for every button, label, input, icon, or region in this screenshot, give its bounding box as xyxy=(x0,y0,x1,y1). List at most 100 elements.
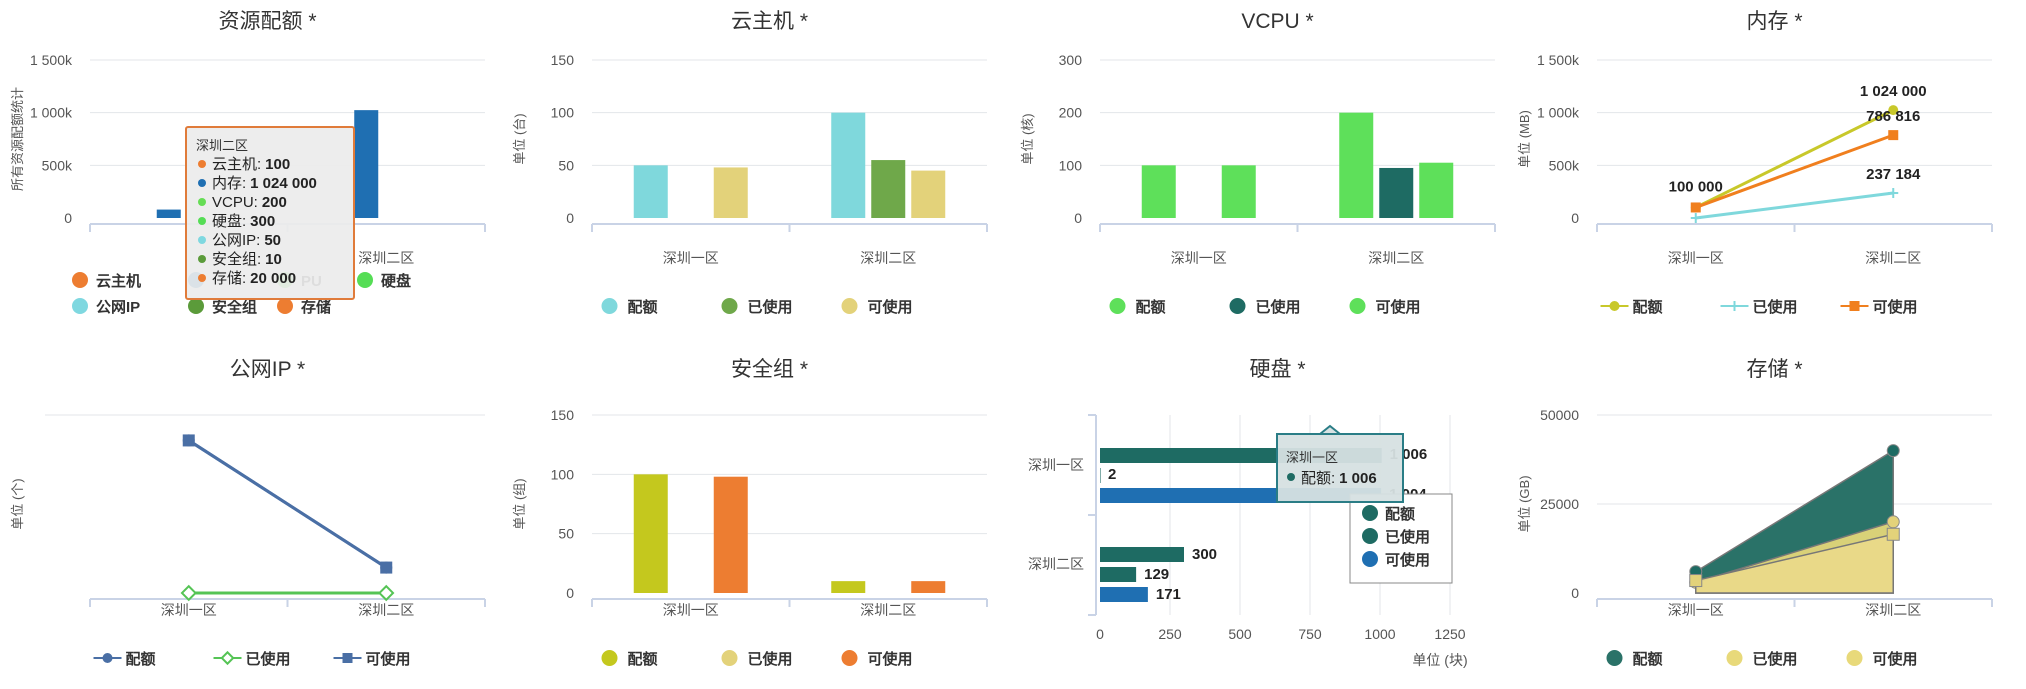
legend-item: 已使用 xyxy=(1720,298,1798,316)
chart-title: 存储 * xyxy=(1746,358,1802,381)
legend-marker xyxy=(1726,650,1743,666)
legend-marker xyxy=(1609,301,1620,311)
data-point xyxy=(180,584,197,602)
legend-label: 可使用 xyxy=(1873,650,1918,668)
legend-item: 存储 xyxy=(277,298,331,316)
legend-marker xyxy=(188,298,204,314)
legend-item: 配额 xyxy=(93,650,156,668)
y-tick-label: 100 xyxy=(1059,157,1083,173)
legend-marker xyxy=(841,650,858,666)
y-tick-label: 500k xyxy=(42,157,73,173)
category-label: 深圳二区 xyxy=(860,602,916,618)
legend-marker xyxy=(1229,298,1246,314)
tooltip-row: 公网IP: 50 xyxy=(212,232,281,249)
legend-label: 已使用 xyxy=(1753,298,1798,316)
legend-marker xyxy=(1362,505,1378,521)
tooltip-dot xyxy=(198,236,206,244)
legend-item: 配额 xyxy=(601,298,658,316)
legend-marker xyxy=(601,298,618,314)
tooltip-row-label: 配额: xyxy=(1301,470,1335,487)
legend-item: 已使用 xyxy=(1229,298,1301,316)
legend-marker xyxy=(1849,301,1860,311)
tooltip-row: VCPU: 200 xyxy=(212,194,287,211)
tooltip-title: 深圳一区 xyxy=(1286,450,1338,465)
legend-label: 可使用 xyxy=(868,298,913,316)
tooltip-row: 云主机: 100 xyxy=(212,156,290,173)
bar xyxy=(1100,547,1184,562)
series-line xyxy=(1695,191,1894,220)
tooltip-row-label: 安全组: xyxy=(212,250,261,268)
tooltip-row-label: 云主机: xyxy=(212,156,261,173)
y-tick-label: 0 xyxy=(566,585,574,601)
data-point xyxy=(380,561,393,574)
legend-item: 已使用 xyxy=(721,650,793,668)
bar xyxy=(1100,567,1137,582)
y-tick-label: 50 xyxy=(558,526,574,542)
legend-item: 云主机 xyxy=(72,272,141,290)
chart-title: VCPU * xyxy=(1241,10,1313,33)
tooltip-row: 内存: 1 024 000 xyxy=(212,175,317,192)
legend-marker xyxy=(1606,650,1623,666)
bar xyxy=(1100,587,1148,602)
category-label: 深圳一区 xyxy=(1028,457,1084,473)
bar xyxy=(871,160,906,218)
legend-item: 可使用 xyxy=(333,650,411,668)
tooltip-row-value: 300 xyxy=(250,213,275,230)
legend-marker xyxy=(1729,301,1740,311)
tooltip-box xyxy=(1276,424,1404,503)
tooltip-row-label: 硬盘: xyxy=(212,212,246,230)
y-tick-label: 0 xyxy=(1571,210,1579,226)
legend-item: 可使用 xyxy=(841,298,913,316)
legend-label: 硬盘 xyxy=(381,272,411,290)
legend-label: 云主机 xyxy=(96,272,141,290)
legend-marker xyxy=(721,650,738,666)
data-point xyxy=(1689,574,1703,588)
tooltip-dot xyxy=(1287,473,1295,481)
legend-item: 配额 xyxy=(601,650,658,668)
legend-item: 可使用 xyxy=(1840,298,1918,316)
y-tick-label: 1 000k xyxy=(1537,105,1580,121)
y-axis-label: 单位 (组) xyxy=(512,478,527,529)
y-tick-label: 50000 xyxy=(1540,407,1579,423)
tooltip-row-value: 20 000 xyxy=(250,270,296,287)
y-tick-label: 200 xyxy=(1059,105,1083,121)
legend-marker xyxy=(1362,528,1378,544)
tooltip-row: 存储: 20 000 xyxy=(212,270,296,287)
legend-item: 已使用 xyxy=(1726,650,1798,668)
legend-item: 已使用 xyxy=(213,650,291,668)
y-axis-label: 单位 (个) xyxy=(10,478,25,529)
legend-item: 已使用 xyxy=(721,298,793,316)
legend-item: 硬盘 xyxy=(357,272,411,290)
legend-marker xyxy=(357,272,373,288)
bar xyxy=(911,170,946,218)
bar xyxy=(911,581,946,593)
legend-label: 已使用 xyxy=(748,298,793,316)
x-tick-label: 1000 xyxy=(1364,626,1395,642)
category-label: 深圳二区 xyxy=(1865,250,1921,266)
series-line xyxy=(187,439,388,569)
legend-marker xyxy=(1349,298,1366,314)
y-tick-label: 150 xyxy=(551,407,575,423)
legend-label: 安全组 xyxy=(212,298,257,316)
legend-marker xyxy=(1846,650,1863,666)
legend-label: 存储 xyxy=(301,298,331,316)
chart-panel-4: 内存 * 单位 (MB) 0 500k 1 000k 1 500k 深圳一区 深圳二区 1 02… xyxy=(1517,10,1993,316)
legend-item: 公网IP xyxy=(72,298,140,316)
legend-marker xyxy=(601,650,618,666)
legend-item: 安全组 xyxy=(188,298,257,316)
legend-marker xyxy=(1109,298,1126,314)
legend-item: 可使用 xyxy=(1349,298,1421,316)
tooltip-dot xyxy=(198,274,206,282)
y-tick-label: 100 xyxy=(551,466,575,482)
bar xyxy=(713,167,748,218)
tooltip-row-value: 10 xyxy=(265,251,282,268)
legend-marker xyxy=(72,272,88,288)
legend-label: 已使用 xyxy=(748,650,793,668)
tooltip-row-label: 公网IP: xyxy=(212,232,260,249)
y-tick-label: 50 xyxy=(558,157,574,173)
y-axis-label: 单位 (核) xyxy=(1020,113,1035,164)
